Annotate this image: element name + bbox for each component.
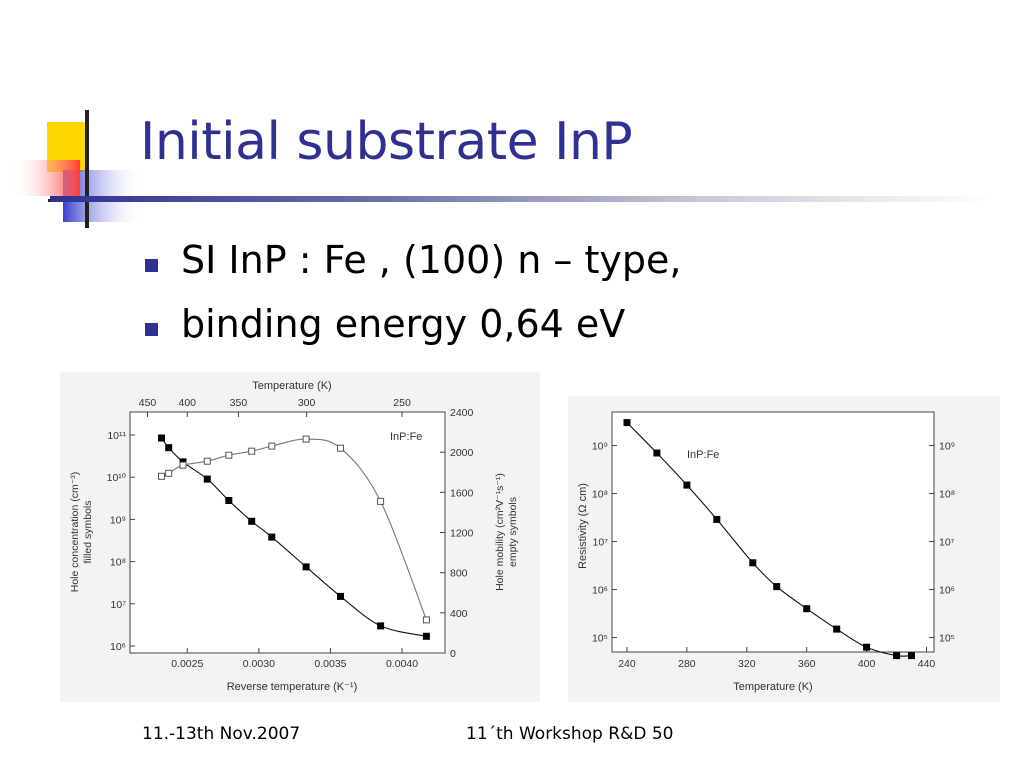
resistivity-point xyxy=(749,559,757,567)
resistivity-point xyxy=(653,449,661,457)
x-tick-label: 320 xyxy=(738,658,756,670)
y-right-tick-label: 2400 xyxy=(450,407,474,419)
hole-concentration-point xyxy=(248,517,256,525)
y-right-tick-label: 400 xyxy=(450,608,468,620)
y-right-tick-label: 10⁸ xyxy=(939,489,955,501)
hole-concentration-point xyxy=(268,533,276,541)
footer-event: 11´th Workshop R&D 50 xyxy=(466,724,674,744)
y-right-tick-label: 10⁷ xyxy=(939,537,955,549)
footer-date: 11.-13th Nov.2007 xyxy=(142,724,301,744)
chart-right-y-axis-title: Resistivity (Ω cm) xyxy=(577,483,589,569)
x-tick-label: 360 xyxy=(798,658,816,670)
resistivity-point xyxy=(713,515,721,523)
chart-left-top-axis-title: Temperature (K) xyxy=(252,380,331,392)
hole-mobility-point xyxy=(165,469,173,477)
hole-mobility-point xyxy=(268,442,276,450)
resistivity-point xyxy=(683,481,691,489)
hole-concentration-point xyxy=(302,563,310,571)
bullet-square-icon xyxy=(145,323,158,336)
x-tick-label: 440 xyxy=(918,658,936,670)
y-right-tick-label: 0 xyxy=(450,648,456,660)
resistivity-point xyxy=(623,419,631,427)
chart-right-annotation: InP:Fe xyxy=(687,449,719,461)
hole-concentration-point xyxy=(377,622,385,630)
y-left-tick-label: 10⁷ xyxy=(111,599,127,611)
resistivity-point xyxy=(863,643,871,651)
top-tick-label: 250 xyxy=(393,397,411,409)
y-tick-label: 10⁸ xyxy=(592,489,608,501)
title-underline xyxy=(50,196,990,202)
resistivity-point xyxy=(773,583,781,591)
x-tick-label: 0.0040 xyxy=(386,658,418,670)
top-tick-label: 450 xyxy=(139,397,157,409)
chart-left-y-left-title: Hole concentration (cm⁻³) xyxy=(69,472,81,593)
hole-mobility-point xyxy=(158,472,165,480)
hole-concentration-mobility-chart: Temperature (K) InP:Fe 450 400 350 300 250 0… xyxy=(60,372,540,702)
hole-concentration-point xyxy=(225,497,233,504)
resistivity-point xyxy=(908,652,915,660)
top-tick-label: 400 xyxy=(179,397,197,409)
bullet-square-icon xyxy=(145,259,158,272)
top-tick-label: 300 xyxy=(298,397,316,409)
hole-mobility-point xyxy=(203,457,211,465)
bullet-text: binding energy 0,64 eV xyxy=(181,302,626,346)
y-right-tick-label: 10⁵ xyxy=(939,633,955,645)
y-right-tick-label: 800 xyxy=(450,568,468,580)
hole-mobility-point xyxy=(248,447,256,455)
y-left-tick-label: 10⁶ xyxy=(110,641,126,653)
resistivity-chart: InP:Fe 240 280 320 360 400 440 10⁵ 10⁶ 10⁷ 10⁸ 10… xyxy=(568,396,1000,702)
bullet-text: SI InP : Fe , (100) n – type, xyxy=(181,238,682,282)
hole-mobility-point xyxy=(337,444,344,452)
y-tick-label: 10⁵ xyxy=(592,633,608,645)
resistivity-point xyxy=(833,625,841,633)
hole-concentration-point xyxy=(158,434,165,442)
chart-left-x-axis-title: Reverse temperature (K⁻¹) xyxy=(227,681,358,693)
chart-left-y-right-subtitle: empty symbols xyxy=(507,497,519,567)
resistivity-point xyxy=(803,605,811,613)
y-right-tick-label: 1600 xyxy=(450,487,474,499)
y-right-tick-label: 10⁶ xyxy=(939,585,955,597)
chart-left-y-left-subtitle: filled symbols xyxy=(82,500,94,563)
y-right-tick-label: 2000 xyxy=(450,447,474,459)
hole-mobility-point xyxy=(377,497,385,505)
slide-title: Initial substrate InP xyxy=(140,112,633,172)
x-tick-label: 280 xyxy=(678,658,696,670)
y-right-tick-label: 1200 xyxy=(450,528,474,540)
chart-left-y-right-title: Hole mobility (cm²V⁻¹s⁻¹) xyxy=(494,473,506,591)
chart-left-annotation: InP:Fe xyxy=(390,431,422,443)
hole-concentration-point xyxy=(203,475,211,483)
bullet-item: binding energy 0,64 eV xyxy=(145,302,681,366)
x-tick-label: 0.0030 xyxy=(243,658,275,670)
hole-mobility-point xyxy=(302,435,310,443)
title-decoration xyxy=(12,110,144,228)
bullet-list: SI InP : Fe , (100) n – type, binding en… xyxy=(145,238,681,366)
hole-concentration-point xyxy=(422,632,430,640)
resistivity-point xyxy=(893,652,901,660)
x-tick-label: 240 xyxy=(618,658,636,670)
y-left-tick-label: 10¹⁰ xyxy=(107,472,127,484)
y-tick-label: 10⁷ xyxy=(593,537,609,549)
bullet-item: SI InP : Fe , (100) n – type, xyxy=(145,238,681,302)
top-tick-label: 350 xyxy=(230,397,248,409)
hole-concentration-point xyxy=(165,444,173,452)
chart-left-frame xyxy=(129,411,446,654)
x-tick-label: 0.0035 xyxy=(314,658,346,670)
hole-mobility-point xyxy=(225,451,233,459)
y-left-tick-label: 10¹¹ xyxy=(107,430,126,442)
decor-red-gradient xyxy=(12,160,80,196)
chart-right-frame xyxy=(611,411,935,653)
x-tick-label: 0.0025 xyxy=(171,658,203,670)
hole-mobility-point xyxy=(179,461,187,469)
y-tick-label: 10⁶ xyxy=(592,585,608,597)
decor-vertical-line xyxy=(85,110,89,228)
hole-mobility-point xyxy=(422,616,430,624)
y-tick-label: 10⁹ xyxy=(592,441,608,453)
y-left-tick-label: 10⁸ xyxy=(110,557,126,569)
chart-right-x-axis-title: Temperature (K) xyxy=(733,681,812,693)
x-tick-label: 400 xyxy=(858,658,876,670)
y-left-tick-label: 10⁹ xyxy=(110,514,126,526)
y-right-tick-label: 10⁹ xyxy=(939,441,955,453)
hole-concentration-point xyxy=(337,592,344,600)
